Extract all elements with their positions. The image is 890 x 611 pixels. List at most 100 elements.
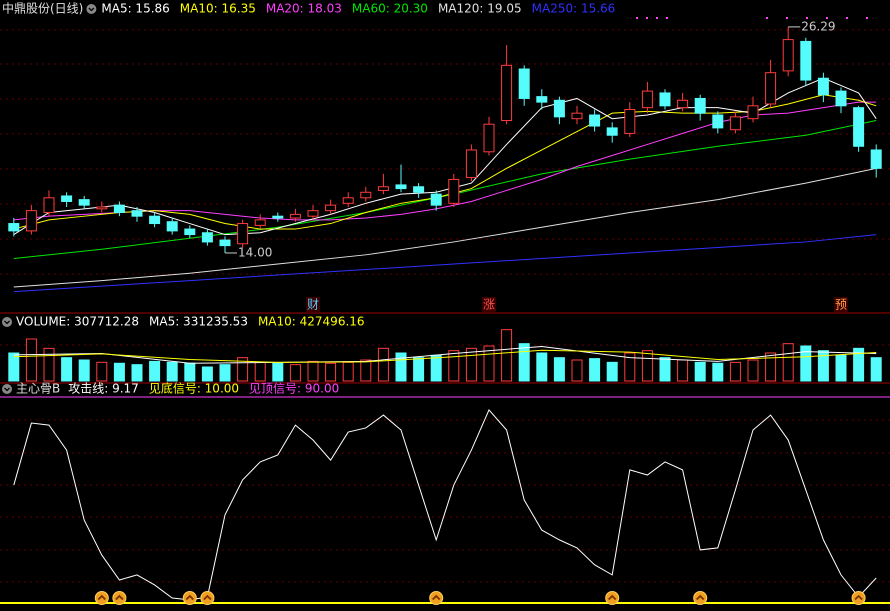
menu-icon — [2, 384, 12, 394]
volume-bar — [289, 364, 301, 382]
volume-bar — [694, 361, 706, 382]
candle-body — [413, 186, 425, 193]
volume-bar — [853, 347, 865, 382]
volume-bar — [571, 359, 583, 382]
volume-bar — [342, 361, 354, 382]
candle-body — [677, 99, 689, 109]
menu-icon — [4, 320, 10, 325]
volume-bar — [377, 347, 389, 382]
volume-bar — [78, 359, 90, 382]
candle-body — [201, 232, 213, 243]
signal-icon — [429, 591, 444, 605]
candle-body — [501, 64, 513, 122]
candle-body — [430, 193, 442, 206]
dot — [766, 17, 768, 19]
volume-bar — [501, 329, 513, 382]
candle-body — [166, 221, 178, 232]
candle-body — [184, 228, 196, 236]
volume-bar — [641, 350, 653, 382]
volume-bar — [870, 357, 882, 382]
candle-body — [131, 210, 143, 217]
signal-icon — [94, 591, 109, 605]
candle-body — [465, 149, 477, 179]
signal-icon — [605, 591, 620, 605]
volume-bar — [518, 343, 530, 382]
candle-body — [149, 215, 161, 225]
candle-body — [518, 68, 530, 99]
ma-line — [13, 94, 877, 230]
legend-entry: 见顶信号: 90.00 — [249, 382, 339, 396]
signal-arrow — [854, 594, 863, 601]
candle-body — [25, 210, 37, 232]
event-label: 涨 — [483, 297, 495, 312]
bottom-signal — [851, 591, 866, 605]
volume-bar — [765, 352, 777, 382]
candle-body — [254, 219, 266, 226]
candle-body — [536, 96, 548, 103]
volume-bar — [747, 359, 759, 382]
bottom-signal — [182, 591, 197, 605]
indicator-title: 主心骨B — [16, 382, 60, 396]
candle-body — [237, 223, 249, 245]
attack-line — [13, 409, 877, 601]
candle-body — [782, 39, 794, 72]
legend-entry: MA250: 15.66 — [532, 2, 616, 16]
bottom-signal — [200, 591, 215, 605]
candle-body — [342, 197, 354, 204]
volume-bar — [483, 345, 495, 382]
volume-bar — [624, 352, 636, 382]
ma-line — [13, 349, 877, 363]
bottom-signal — [94, 591, 109, 605]
menu-icon — [86, 4, 97, 14]
candle-body — [483, 123, 495, 153]
dot — [666, 17, 668, 19]
volume-bar — [589, 358, 601, 382]
legend-entry: MA60: 20.30 — [352, 2, 428, 16]
candle-body — [553, 99, 565, 118]
volume-bar — [782, 343, 794, 382]
volume-bar — [835, 354, 847, 382]
volume-bar — [430, 354, 442, 382]
candle-body — [589, 114, 601, 127]
candle-body — [800, 40, 812, 81]
volume-bar — [131, 364, 143, 382]
volume-bar — [817, 350, 829, 382]
legend-entry: 攻击线: 9.17 — [68, 382, 139, 396]
signal-icon — [112, 591, 127, 605]
volume-bar — [729, 361, 741, 382]
price-annotation: 14.00 — [238, 245, 272, 259]
candle-body — [272, 215, 284, 219]
dot — [846, 17, 848, 19]
price-annotation: 26.29 — [801, 19, 835, 33]
candle-body — [870, 149, 882, 169]
volume-bar — [325, 362, 337, 382]
legend-entry: MA20: 18.03 — [266, 2, 342, 16]
event-label: 财 — [307, 298, 319, 312]
volume-bar — [254, 361, 266, 382]
bottom-signal — [693, 591, 708, 605]
menu-icon — [2, 317, 12, 327]
candle-body — [96, 206, 108, 210]
event-badge — [834, 297, 848, 312]
dot — [636, 17, 638, 19]
candle-body — [571, 112, 583, 120]
volume-bar — [184, 362, 196, 382]
candle-body — [78, 199, 90, 206]
dot — [786, 17, 788, 19]
candle-body — [43, 197, 55, 214]
ma-line — [13, 101, 877, 221]
volume-bar — [659, 357, 671, 382]
candle-body — [694, 97, 706, 114]
volume-bar — [712, 362, 724, 382]
candle-body — [8, 223, 20, 232]
candle-body — [641, 90, 653, 109]
signal-arrow — [696, 594, 705, 601]
event-label: 预 — [835, 298, 847, 312]
ma-line — [13, 167, 877, 288]
volume-bar — [307, 360, 319, 382]
candle-body — [835, 90, 847, 107]
candle-body — [853, 107, 865, 147]
dot — [646, 17, 648, 19]
candle-body — [747, 105, 759, 120]
